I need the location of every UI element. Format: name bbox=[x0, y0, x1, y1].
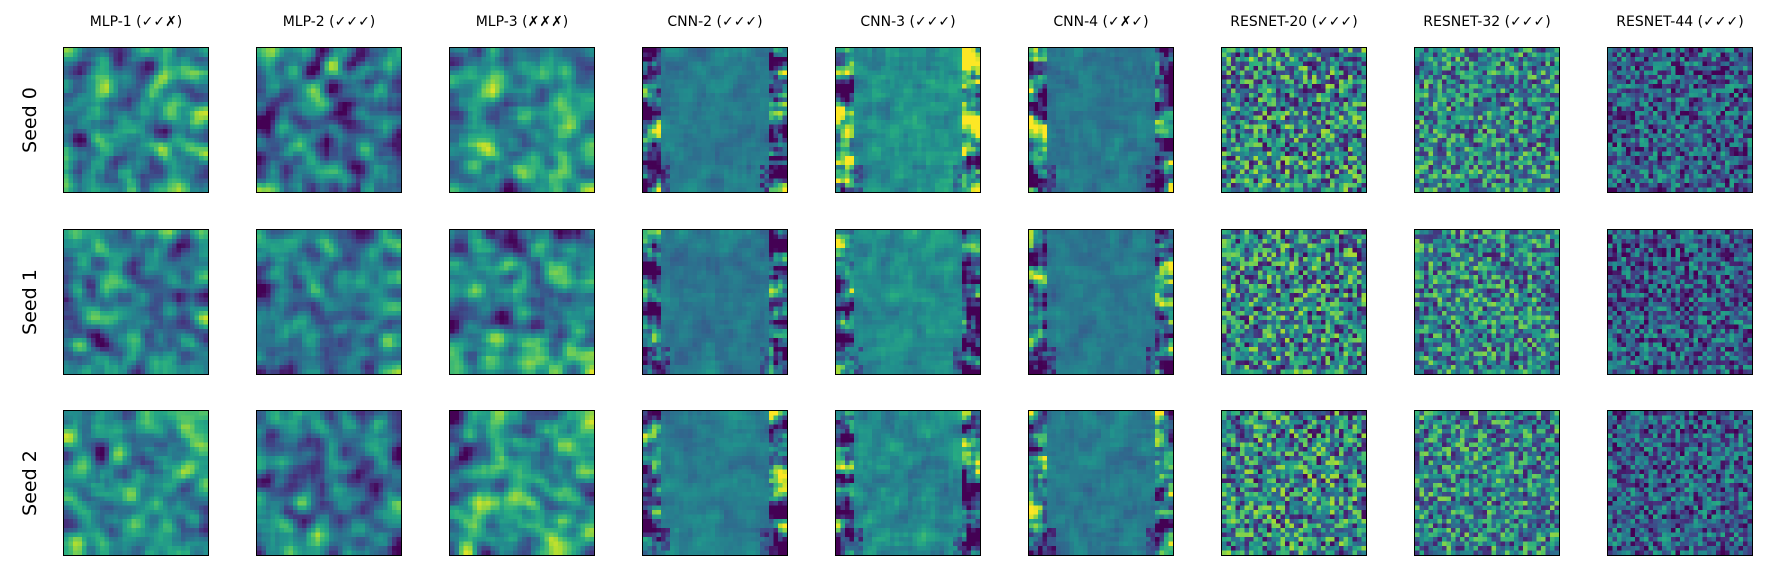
heatmap-panel bbox=[642, 410, 788, 556]
column-title: RESNET-20 (✓✓✓) bbox=[1230, 14, 1358, 30]
heatmap-panel bbox=[1607, 47, 1753, 193]
heatmap-image bbox=[1029, 411, 1173, 555]
heatmap-image bbox=[1222, 48, 1366, 192]
heatmap-panel bbox=[1221, 47, 1367, 193]
row-label: Seed 0 bbox=[19, 87, 41, 153]
heatmap-panel bbox=[256, 47, 402, 193]
column-title: RESNET-44 (✓✓✓) bbox=[1616, 14, 1744, 30]
heatmap-panel bbox=[642, 47, 788, 193]
heatmap-panel bbox=[835, 410, 981, 556]
heatmap-image bbox=[1608, 411, 1752, 555]
heatmap-panel bbox=[256, 410, 402, 556]
heatmap-image bbox=[643, 411, 787, 555]
heatmap-image bbox=[1415, 230, 1559, 374]
heatmap-panel bbox=[449, 229, 595, 375]
heatmap-image bbox=[1029, 230, 1173, 374]
heatmap-image bbox=[836, 411, 980, 555]
heatmap-image bbox=[450, 48, 594, 192]
heatmap-image bbox=[1608, 230, 1752, 374]
column-title: MLP-3 (✗✗✗) bbox=[475, 14, 569, 30]
heatmap-panel bbox=[1414, 410, 1560, 556]
heatmap-panel bbox=[63, 410, 209, 556]
column-title: CNN-2 (✓✓✓) bbox=[667, 14, 763, 30]
heatmap-image bbox=[643, 48, 787, 192]
heatmap-panel bbox=[1414, 47, 1560, 193]
heatmap-panel bbox=[642, 229, 788, 375]
heatmap-image bbox=[64, 230, 208, 374]
heatmap-panel bbox=[63, 229, 209, 375]
heatmap-panel bbox=[1221, 410, 1367, 556]
column-title: RESNET-32 (✓✓✓) bbox=[1423, 14, 1551, 30]
heatmap-panel bbox=[835, 47, 981, 193]
heatmap-panel bbox=[256, 229, 402, 375]
heatmap-panel bbox=[1028, 47, 1174, 193]
heatmap-image bbox=[64, 411, 208, 555]
heatmap-panel bbox=[1221, 229, 1367, 375]
heatmap-image bbox=[257, 411, 401, 555]
row-label: Seed 2 bbox=[19, 450, 41, 516]
heatmap-image bbox=[1608, 48, 1752, 192]
heatmap-panel bbox=[1414, 229, 1560, 375]
heatmap-panel bbox=[835, 229, 981, 375]
column-title: MLP-2 (✓✓✓) bbox=[282, 14, 376, 30]
heatmap-image bbox=[836, 48, 980, 192]
heatmap-image bbox=[1222, 411, 1366, 555]
heatmap-panel bbox=[1028, 410, 1174, 556]
row-label: Seed 1 bbox=[19, 269, 41, 335]
heatmap-image bbox=[257, 48, 401, 192]
heatmap-image bbox=[450, 411, 594, 555]
column-title: MLP-1 (✓✓✗) bbox=[89, 14, 183, 30]
heatmap-panel bbox=[1607, 229, 1753, 375]
heatmap-image bbox=[1029, 48, 1173, 192]
heatmap-image bbox=[643, 230, 787, 374]
heatmap-panel bbox=[449, 47, 595, 193]
heatmap-panel bbox=[63, 47, 209, 193]
column-title: CNN-4 (✓✗✓) bbox=[1053, 14, 1149, 30]
heatmap-panel bbox=[1607, 410, 1753, 556]
heatmap-image bbox=[836, 230, 980, 374]
heatmap-image bbox=[1222, 230, 1366, 374]
heatmap-image bbox=[257, 230, 401, 374]
heatmap-image bbox=[64, 48, 208, 192]
heatmap-panel bbox=[449, 410, 595, 556]
heatmap-image bbox=[450, 230, 594, 374]
heatmap-image bbox=[1415, 411, 1559, 555]
heatmap-image bbox=[1415, 48, 1559, 192]
column-title: CNN-3 (✓✓✓) bbox=[860, 14, 956, 30]
heatmap-panel bbox=[1028, 229, 1174, 375]
